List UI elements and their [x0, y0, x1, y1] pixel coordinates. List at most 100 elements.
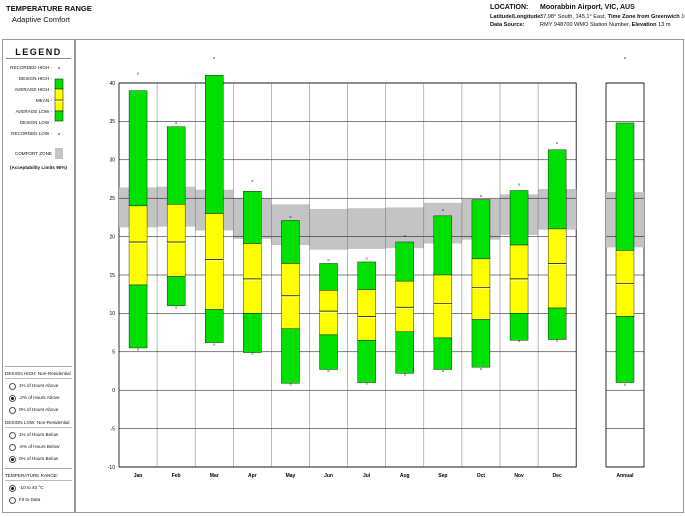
recorded-low-mark: o: [366, 381, 368, 385]
recorded-low-mark: o: [213, 342, 215, 346]
design-high-bar: [205, 75, 224, 214]
range-options: TEMPERATURE RANGE: -10 to 40 °C Fit to D…: [5, 471, 72, 506]
legend-recorded-high: RECORDED HIGH -: [10, 65, 52, 70]
x-tick-label: Sep: [438, 473, 447, 479]
average-range-bar: [471, 258, 491, 320]
design-low-bar: [615, 316, 635, 383]
recorded-high-mark: o: [480, 194, 482, 198]
average-range-bar: [166, 204, 186, 277]
comfort-zone-band: [347, 208, 386, 249]
latlon-label: Latitude/Longitude:: [490, 13, 543, 20]
design-high-bar: [471, 199, 491, 260]
recorded-high-mark: o: [137, 71, 139, 75]
design-high-option-1[interactable]: .2% of Hours Above: [5, 392, 72, 404]
average-range-bar: [357, 289, 376, 341]
average-range-bar: [243, 243, 262, 314]
average-range-bar: [319, 290, 338, 336]
recorded-low-mark: o: [251, 352, 253, 356]
recorded-low-mark: o: [518, 339, 520, 343]
x-tick-label: Dec: [553, 473, 562, 479]
design-high-bar: [433, 215, 453, 276]
option-label: 1% of Hours Below: [19, 432, 59, 437]
radio-icon[interactable]: [9, 496, 16, 504]
radio-icon[interactable]: [9, 382, 16, 390]
design-high-bar: [319, 263, 338, 291]
legend-comfort-zone: COMFORT ZONE: [14, 151, 52, 156]
legend-design-low: DESIGN LOW -: [19, 120, 52, 125]
x-tick-label: Feb: [172, 473, 181, 479]
option-label: -10 to 40 °C: [19, 485, 44, 490]
y-tick-label: -10: [108, 465, 115, 471]
design-high-option-2[interactable]: 0% of Hours Above: [5, 404, 72, 416]
radio-icon[interactable]: [9, 394, 16, 402]
y-tick-label: 10: [109, 311, 115, 317]
y-tick-label: 25: [109, 196, 115, 202]
radio-icon[interactable]: [9, 406, 16, 414]
option-label: .2% of Hours Above: [19, 395, 60, 400]
legend-average-high: AVERAGE HIGH -: [14, 87, 52, 92]
y-tick-label: 40: [109, 81, 115, 87]
elevation-label: Elevation: [631, 22, 657, 28]
radio-icon[interactable]: [9, 484, 16, 492]
source-value: RMY 948700 WMO Station Number,: [540, 22, 631, 28]
recorded-high-mark: o: [366, 256, 368, 260]
x-tick-label: Jul: [363, 473, 371, 479]
x-tick-label: Jan: [134, 473, 143, 479]
x-tick-label: Aug: [400, 473, 410, 479]
range-option-1[interactable]: Fit to Data: [5, 494, 72, 506]
y-tick-label: 5: [112, 350, 115, 356]
x-tick-label: May: [286, 473, 296, 479]
x-tick-label: Nov: [514, 473, 524, 479]
legend-design-low-swatch: [54, 110, 64, 122]
recorded-high-mark: o: [328, 258, 330, 262]
design-high-option-0[interactable]: 1% of Hours Above: [5, 380, 72, 392]
average-range-bar: [547, 228, 567, 309]
left-panel: LEGEND RECORDED HIGH - DESIGN HIGH - AVE…: [2, 39, 75, 513]
design-low-bar: [166, 276, 186, 306]
design-high-bar: [547, 149, 567, 230]
options-divider: [5, 468, 72, 469]
recorded-high-mark: o: [518, 183, 520, 187]
legend-design-high-swatch: [54, 78, 64, 90]
design-high-bar: [509, 190, 529, 246]
radio-icon[interactable]: [9, 443, 16, 451]
design-low-option-1[interactable]: .5% of Hours Below: [5, 441, 72, 453]
recorded-high-mark: o: [213, 56, 215, 60]
options-divider: [5, 366, 72, 367]
y-tick-label: 35: [109, 119, 115, 125]
recorded-low-mark: o: [624, 382, 626, 386]
legend-acceptability: (Acceptability Limits 90%): [10, 165, 67, 170]
legend-recorded-high-mark: o: [58, 65, 61, 70]
range-title: TEMPERATURE RANGE:: [5, 471, 72, 481]
header-title-block: TEMPERATURE RANGE Adaptive Comfort: [6, 3, 92, 25]
comfort-zone-band: [385, 207, 424, 249]
x-tick-label: Apr: [248, 473, 257, 479]
design-low-option-0[interactable]: 1% of Hours Below: [5, 429, 72, 441]
timezone-label: Time Zone from Greenwich: [607, 13, 680, 20]
design-low-option-2[interactable]: 0% of Hours Below: [5, 453, 72, 465]
recorded-low-mark: o: [289, 382, 291, 386]
recorded-low-mark: o: [404, 372, 406, 376]
radio-icon[interactable]: [9, 455, 16, 463]
option-label: Fit to Data: [19, 497, 41, 502]
x-tick-label: Mar: [210, 473, 219, 479]
legend-title: LEGEND: [15, 47, 62, 57]
design-high-bar: [395, 241, 414, 282]
recorded-high-mark: o: [251, 179, 253, 183]
temperature-chart: -10 -5 0 5 10 15 20 25 30 35 40 o o Jan o o Feb o o Mar o o Ap…: [108, 56, 645, 479]
design-high-bar: [357, 261, 376, 290]
radio-icon[interactable]: [9, 431, 16, 439]
range-option-0[interactable]: -10 to 40 °C: [5, 482, 72, 494]
legend-recorded-low: RECORDED LOW -: [11, 131, 52, 136]
design-low-bar: [395, 331, 414, 374]
recorded-low-mark: o: [480, 367, 482, 371]
average-range-bar: [433, 274, 453, 339]
y-tick-label: -5: [111, 426, 116, 432]
x-tick-label: Oct: [477, 473, 486, 479]
design-low-bar: [471, 319, 491, 368]
option-label: 0% of Hours Above: [19, 407, 59, 412]
design-low-bar: [509, 313, 529, 341]
option-label: 1% of Hours Above: [19, 383, 59, 388]
legend-design-high: DESIGN HIGH -: [18, 76, 52, 81]
design-low-bar: [547, 307, 567, 340]
